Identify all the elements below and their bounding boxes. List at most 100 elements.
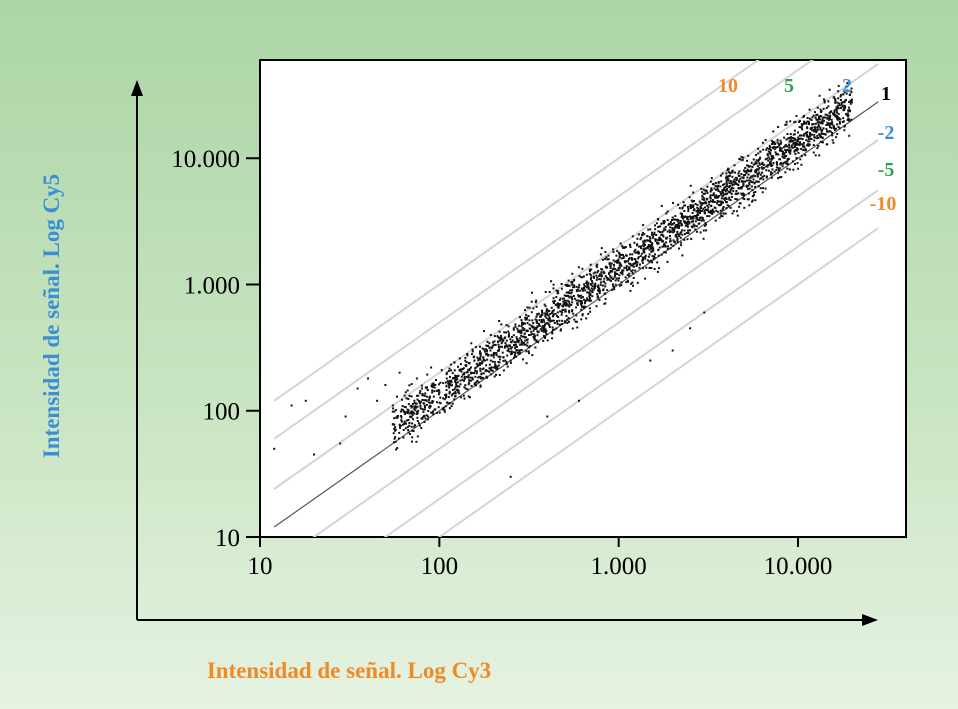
data-point: [821, 122, 824, 125]
data-point: [405, 422, 407, 425]
data-point: [793, 142, 796, 145]
data-point: [803, 122, 805, 124]
data-point: [584, 305, 587, 308]
data-point: [789, 133, 792, 136]
data-point: [409, 415, 411, 418]
data-point: [480, 373, 483, 376]
data-point: [723, 186, 726, 189]
data-point: [613, 288, 616, 291]
data-point: [569, 289, 572, 292]
data-point: [571, 272, 574, 275]
data-point: [407, 398, 410, 400]
data-point: [753, 194, 755, 197]
data-point: [421, 408, 424, 411]
data-point: [694, 220, 697, 223]
data-point: [679, 220, 682, 222]
data-point: [769, 146, 771, 148]
data-point: [804, 122, 807, 124]
data-point: [821, 132, 823, 135]
data-point: [461, 378, 464, 381]
data-point: [800, 155, 803, 158]
data-point: [731, 171, 734, 174]
data-point: [519, 343, 522, 346]
data-point: [646, 235, 649, 238]
data-point: [813, 139, 816, 142]
data-point: [743, 169, 745, 172]
data-point: [509, 361, 512, 364]
data-point: [541, 313, 544, 316]
data-point: [530, 300, 533, 303]
data-point: [769, 173, 772, 176]
data-point: [616, 249, 619, 252]
data-point: [577, 399, 580, 402]
data-point: [637, 250, 640, 253]
data-point: [498, 361, 501, 364]
data-point: [740, 173, 743, 175]
data-point: [701, 198, 704, 201]
data-point: [394, 436, 397, 439]
data-point: [398, 371, 401, 374]
data-point: [824, 116, 827, 119]
data-point: [656, 270, 659, 273]
data-point: [589, 278, 592, 281]
data-point: [801, 124, 804, 127]
data-point: [755, 159, 758, 162]
data-point: [591, 282, 594, 285]
data-point: [779, 139, 782, 142]
data-point: [587, 281, 590, 284]
data-point: [463, 376, 466, 379]
data-point: [754, 161, 757, 164]
data-point: [836, 117, 838, 120]
y-tick-label: 10: [215, 525, 240, 552]
data-point: [780, 141, 783, 144]
data-point: [601, 284, 604, 287]
data-point: [807, 143, 810, 146]
data-point: [726, 179, 729, 182]
data-point: [611, 283, 614, 286]
data-point: [746, 198, 749, 201]
data-point: [445, 389, 448, 391]
data-point: [742, 180, 745, 183]
data-point: [580, 294, 582, 297]
data-point: [545, 330, 548, 333]
data-point: [400, 419, 403, 422]
data-point: [839, 95, 842, 98]
data-point: [677, 203, 680, 206]
data-point: [445, 371, 448, 374]
data-point: [846, 89, 849, 92]
data-point: [657, 239, 660, 241]
data-point: [524, 343, 527, 346]
data-point: [526, 306, 529, 309]
data-point: [676, 225, 679, 228]
data-point: [630, 270, 633, 273]
data-point: [662, 229, 665, 232]
data-point: [797, 167, 800, 170]
data-point: [718, 200, 721, 203]
data-point: [650, 242, 653, 245]
data-point: [631, 258, 633, 261]
data-point: [702, 192, 705, 195]
data-point: [730, 186, 733, 189]
data-point: [639, 238, 642, 241]
data-point: [750, 185, 753, 188]
data-point: [759, 156, 762, 159]
data-point: [657, 242, 660, 245]
data-point: [834, 101, 837, 104]
data-point: [595, 274, 598, 277]
data-point: [476, 356, 479, 359]
data-point: [738, 187, 741, 190]
data-point: [530, 330, 533, 333]
data-point: [567, 295, 570, 298]
data-point: [618, 264, 621, 267]
data-point: [676, 241, 679, 244]
data-point: [633, 262, 636, 265]
data-point: [733, 183, 735, 186]
data-point: [834, 99, 837, 102]
data-point: [565, 295, 568, 297]
data-point: [629, 246, 632, 248]
data-point: [723, 183, 726, 186]
data-point: [720, 193, 723, 196]
data-point: [759, 173, 762, 176]
data-point: [573, 278, 576, 281]
